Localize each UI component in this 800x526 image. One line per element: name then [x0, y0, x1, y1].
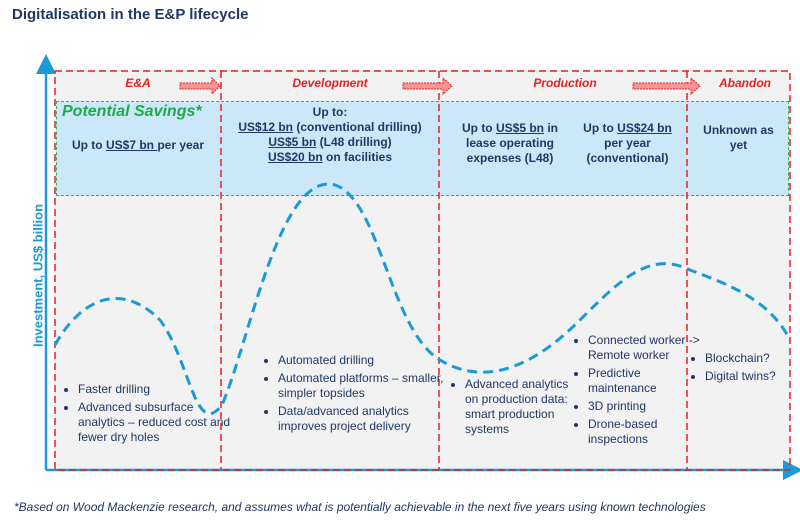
list-item: Advanced analytics on production data: s…	[465, 377, 580, 437]
page-title: Digitalisation in the E&P lifecycle	[12, 6, 249, 23]
list-item: Automated drilling	[278, 353, 448, 368]
list-item: Drone-based inspections	[588, 417, 700, 447]
phase-production: Production	[533, 76, 597, 90]
savings-development: Up to: US$12 bn (conventional drilling) …	[238, 105, 422, 164]
list-item: Connected worker -> Remote worker	[588, 333, 700, 363]
savings-ea: Up to US$7 bn per year	[71, 138, 205, 152]
phase-development: Development	[292, 76, 368, 90]
phase-abandon: Abandon	[719, 76, 771, 90]
list-item: Faster drilling	[78, 382, 238, 397]
list-item: Advanced subsurface analytics – reduced …	[78, 400, 238, 445]
y-axis-label: Investment, US$ billion	[30, 203, 46, 348]
bullets-development: Automated drilling Automated platforms –…	[264, 353, 448, 437]
bullets-ea: Faster drilling Advanced subsurface anal…	[64, 382, 238, 448]
savings-band	[56, 101, 789, 196]
bullets-abandon: Blockchain? Digital twins?	[691, 351, 800, 387]
phase-frame	[54, 70, 791, 471]
list-item: Blockchain?	[705, 351, 800, 366]
phase-ea: E&A	[125, 76, 151, 90]
phase-arrow	[179, 76, 701, 96]
bullets-production-2: Connected worker -> Remote worker Predic…	[574, 333, 700, 450]
footnote: *Based on Wood Mackenzie research, and a…	[14, 500, 706, 514]
savings-production-l48: Up to US$5 bn in lease operating expenses…	[461, 121, 558, 165]
potential-savings-label: Potential Savings*	[62, 103, 202, 120]
list-item: Data/advanced analytics improves project…	[278, 404, 448, 434]
savings-production-conventional: Up to US$24 bn per year (conventional)	[583, 121, 672, 165]
list-item: Automated platforms – smaller, simpler t…	[278, 371, 448, 401]
bullets-production-1: Advanced analytics on production data: s…	[451, 377, 580, 440]
list-item: Digital twins?	[705, 369, 800, 384]
list-item: 3D printing	[588, 399, 700, 414]
savings-abandon: Unknown as yet	[703, 123, 774, 152]
list-item: Predictive maintenance	[588, 366, 700, 396]
investment-curve	[53, 182, 792, 415]
